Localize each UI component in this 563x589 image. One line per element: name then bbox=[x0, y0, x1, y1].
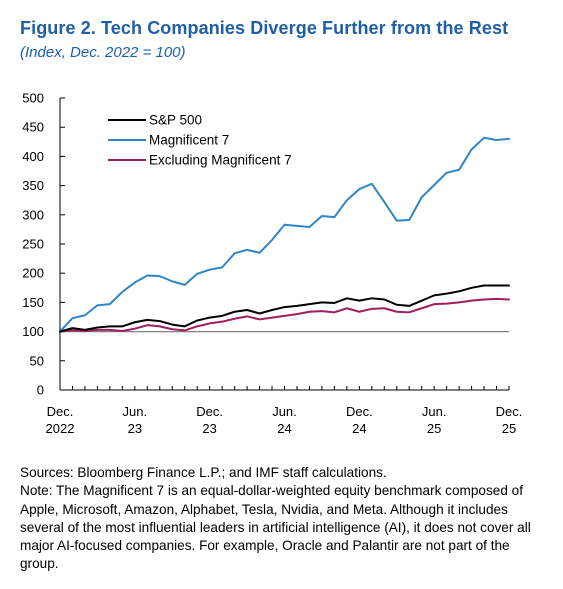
x-tick-label: Dec. bbox=[47, 404, 74, 419]
y-tick-label: 350 bbox=[22, 178, 44, 193]
legend-label-mag7: Magnificent 7 bbox=[149, 133, 229, 148]
series-line-sp500 bbox=[59, 284, 510, 333]
x-tick-label-year: 23 bbox=[128, 421, 142, 436]
x-tick-label: Dec. bbox=[346, 404, 373, 419]
x-tick-label: Jun. bbox=[123, 404, 148, 419]
chart-title: Figure 2. Tech Companies Diverge Further… bbox=[20, 18, 509, 38]
x-tick-label: Jun. bbox=[422, 404, 447, 419]
line-chart: 0 50 100 150 200 250 300 350 400 450 500 Dec. 2022 J… bbox=[22, 91, 523, 437]
x-tick-label-year: 23 bbox=[202, 421, 216, 436]
chart-subtitle: (Index, Dec. 2022 = 100) bbox=[20, 44, 186, 61]
figure-notes: Sources: Bloomberg Finance L.P.; and IMF… bbox=[20, 464, 550, 574]
sources-text: Sources: Bloomberg Finance L.P.; and IMF… bbox=[20, 465, 387, 480]
y-tick-label: 100 bbox=[22, 324, 44, 339]
y-tick-label: 300 bbox=[22, 207, 44, 222]
x-tick-label-year: 2022 bbox=[46, 421, 75, 436]
y-axis: 0 50 100 150 200 250 300 350 400 450 500 bbox=[22, 91, 65, 398]
x-tick-label: Jun. bbox=[272, 404, 297, 419]
series-line-exmag7 bbox=[59, 297, 510, 333]
y-tick-label: 50 bbox=[30, 353, 44, 368]
series-line-mag7 bbox=[59, 136, 510, 333]
y-tick-label: 150 bbox=[22, 295, 44, 310]
y-tick-label: 200 bbox=[22, 266, 44, 281]
x-tick-label: Dec. bbox=[196, 404, 223, 419]
y-tick-label: 250 bbox=[22, 237, 44, 252]
series-lines bbox=[59, 136, 510, 333]
legend-label-exmag7: Excluding Magnificent 7 bbox=[149, 153, 292, 168]
y-tick-label: 400 bbox=[22, 149, 44, 164]
x-axis: Dec. 2022 Jun. 23 Dec. 23 Jun. 24 Dec. 24 Jun. 25 De… bbox=[46, 386, 523, 436]
x-tick-label-year: 25 bbox=[502, 421, 516, 436]
x-tick-label-year: 24 bbox=[277, 421, 291, 436]
x-tick-label-year: 24 bbox=[352, 421, 366, 436]
legend-label-sp500: S&P 500 bbox=[149, 113, 202, 128]
y-tick-label: 500 bbox=[22, 91, 44, 106]
note-text: Note: The Magnificent 7 is an equal-doll… bbox=[20, 483, 531, 572]
x-tick-label-year: 25 bbox=[427, 421, 441, 436]
x-tick-label: Dec. bbox=[496, 404, 523, 419]
legend: S&P 500 Magnificent 7 Excluding Magnificen… bbox=[108, 113, 292, 168]
y-tick-label: 450 bbox=[22, 120, 44, 135]
y-tick-label: 0 bbox=[37, 383, 44, 398]
